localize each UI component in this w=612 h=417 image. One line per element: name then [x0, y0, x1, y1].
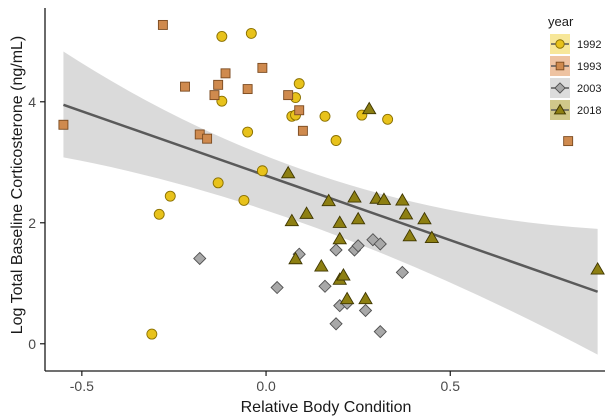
data-point-2003-2 [270, 280, 284, 295]
y-tick-label: 4 [28, 94, 36, 110]
data-point-2003-13 [373, 325, 387, 339]
data-point-1992-16 [238, 194, 250, 206]
data-point-2003-5 [329, 317, 343, 331]
data-point-1992-4 [242, 126, 254, 138]
data-point-1992-11 [382, 113, 394, 125]
data-point-1993-13 [563, 136, 574, 147]
data-point-2018-6 [395, 192, 410, 206]
x-tick-label: 0.5 [441, 378, 461, 394]
legend-item-2018: 2018 [550, 100, 601, 120]
data-point-2003-3 [329, 243, 343, 257]
data-point-1992-9 [330, 135, 342, 146]
data-point-1993-7 [283, 90, 294, 101]
data-point-2018-11 [332, 215, 348, 228]
data-point-2003-0 [193, 251, 207, 266]
data-point-2003-10 [358, 303, 373, 318]
data-point-1993-8 [294, 105, 305, 116]
data-points-layer [58, 19, 605, 340]
data-point-2018-13 [332, 231, 348, 245]
data-point-1992-13 [212, 177, 224, 189]
data-point-2018-3 [347, 189, 362, 203]
series-2003 [193, 233, 410, 339]
data-point-1992-12 [256, 165, 268, 177]
data-point-2018-15 [424, 230, 440, 244]
data-point-1993-0 [157, 19, 168, 30]
data-point-1993-5 [209, 90, 220, 101]
legend-label: 1992 [577, 39, 601, 51]
series-1992 [146, 27, 394, 340]
data-point-1993-6 [257, 62, 268, 73]
data-point-2003-12 [373, 237, 387, 251]
legend-key-marker [553, 103, 567, 115]
legend-title: year [548, 14, 574, 29]
data-point-1992-0 [216, 30, 228, 42]
legend-item-2003: 2003 [550, 78, 601, 98]
data-point-2018-19 [336, 268, 351, 281]
data-point-1993-11 [202, 133, 213, 144]
data-point-1993-2 [220, 68, 231, 79]
legend-label: 2018 [577, 105, 601, 117]
data-point-1993-9 [297, 125, 308, 136]
x-axis-label: Relative Body Condition [241, 399, 412, 416]
legend-item-1993: 1993 [550, 56, 601, 76]
data-point-1992-2 [293, 78, 305, 90]
legend-key-marker [554, 82, 566, 94]
data-point-2018-8 [417, 211, 432, 225]
data-point-2003-4 [318, 279, 332, 293]
series-2018 [280, 101, 605, 305]
series-1993 [58, 19, 574, 147]
data-point-2018-1 [280, 165, 296, 179]
data-point-1992-1 [245, 27, 257, 39]
data-point-1992-15 [153, 208, 165, 220]
data-point-1993-4 [242, 84, 253, 95]
data-point-2018-7 [398, 206, 414, 220]
data-point-1993-3 [213, 79, 224, 90]
legend: year 1992 1993 2003 2018 [548, 14, 601, 120]
data-point-1992-14 [164, 190, 176, 202]
data-point-2003-9 [351, 239, 365, 253]
legend-label: 1993 [577, 61, 601, 73]
data-point-2018-0 [361, 101, 377, 115]
data-point-2018-21 [358, 291, 373, 305]
data-point-2018-22 [590, 261, 605, 275]
x-tick-label: 0.0 [256, 378, 276, 394]
data-point-1992-8 [319, 110, 331, 122]
data-point-1993-1 [180, 81, 190, 92]
legend-item-1992: 1992 [550, 34, 601, 54]
data-point-2018-20 [339, 291, 355, 305]
x-tick-label: -0.5 [70, 378, 94, 394]
data-point-2018-12 [350, 211, 366, 225]
legend-key-marker [555, 61, 565, 71]
data-point-2018-17 [288, 251, 303, 265]
axes-layer: -0.5 0.0 0.5 0 2 4 [28, 8, 605, 394]
legend-label: 2003 [577, 83, 601, 95]
data-point-2018-2 [321, 193, 336, 207]
y-tick-label: 0 [28, 336, 36, 352]
data-point-2003-14 [395, 265, 410, 280]
data-point-2018-10 [284, 213, 300, 227]
y-tick-label: 2 [28, 215, 36, 231]
data-point-1993-12 [58, 119, 69, 130]
data-point-2018-16 [314, 258, 329, 272]
data-point-1992-17 [146, 328, 158, 340]
legend-key-marker [555, 39, 565, 49]
y-axis-label: Log Total Baseline Corticosterone (ng/mL… [9, 36, 26, 335]
data-point-2018-9 [299, 206, 314, 219]
data-point-2018-5 [376, 192, 392, 205]
data-point-2018-14 [402, 228, 418, 242]
